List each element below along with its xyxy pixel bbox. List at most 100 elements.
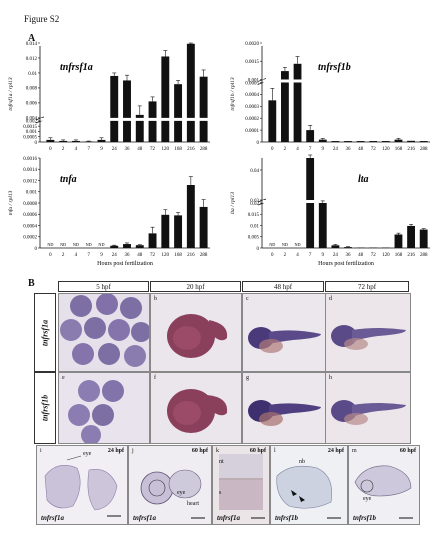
section-gene-i: tnfrsf1a xyxy=(41,514,64,522)
bar xyxy=(186,185,195,248)
embryo-image-48hpf-tnfrsf1a: c xyxy=(242,293,326,372)
bar-break xyxy=(135,117,145,121)
column-header-5hpf: 5 hpf xyxy=(58,281,149,292)
bar xyxy=(394,139,403,142)
x-tick-label: 72 xyxy=(371,147,377,150)
section-gene-l: tnfrsf1b xyxy=(275,514,298,522)
y-tick-label: 0.004 xyxy=(26,117,38,122)
x-tick-label: 7 xyxy=(87,147,90,150)
x-tick-label: 7 xyxy=(309,253,312,258)
y-tick-label: 0.012 xyxy=(26,57,38,62)
x-tick-label: 7 xyxy=(309,147,312,150)
y-tick-label: 0.0015 xyxy=(245,60,259,65)
section-gene-m: tnfrsf1b xyxy=(353,514,376,522)
y-tick-label: 0.01 xyxy=(28,72,37,77)
x-tick-label: 72 xyxy=(150,147,156,150)
chart-title: tnfa xyxy=(60,174,77,185)
tile-letter-h: h xyxy=(329,375,332,381)
y-axis-label: tnfrsf1a / rpl13 xyxy=(7,77,14,111)
x-axis-label: Hours post fertilization xyxy=(318,260,374,267)
bar xyxy=(46,139,55,142)
section-label-eye-i: eye xyxy=(83,451,92,457)
bar xyxy=(199,76,208,142)
bar xyxy=(381,141,390,142)
x-tick-label: 72 xyxy=(371,253,377,258)
y-tick-label: 0.0006 xyxy=(23,213,37,218)
y-tick-label: 0.0004 xyxy=(245,93,259,98)
x-tick-label: 0 xyxy=(271,253,274,258)
x-tick-label: 0 xyxy=(271,147,274,150)
y-tick-label: 0.0020 xyxy=(245,42,259,47)
embryo-image-20hpf-tnfrsf1a: b xyxy=(150,293,242,372)
bar xyxy=(97,139,106,142)
bar-break xyxy=(293,79,302,83)
x-tick-label: 48 xyxy=(137,253,143,258)
column-header-48hpf: 48 hpf xyxy=(242,281,324,292)
x-tick-label: 120 xyxy=(162,147,170,150)
panel-b-letter: B xyxy=(28,278,35,289)
bar xyxy=(174,215,183,248)
x-tick-label: 216 xyxy=(407,253,415,258)
x-tick-label: 120 xyxy=(382,147,390,150)
bar xyxy=(135,245,144,248)
y-tick-label: 0.006 xyxy=(26,102,38,107)
section-letter-j: j xyxy=(132,448,134,454)
bar xyxy=(174,84,183,142)
bar xyxy=(59,140,68,142)
x-tick-label: 4 xyxy=(75,253,78,258)
tile-letter-d: d xyxy=(329,296,332,302)
y-tick-label: 0 xyxy=(35,141,38,146)
y-tick-label: 0.001 xyxy=(248,78,260,83)
x-tick-label: 168 xyxy=(395,253,403,258)
y-tick-label: 0.0004 xyxy=(23,224,37,229)
y-tick-label: 0.0012 xyxy=(23,179,37,184)
section-stage-i: 24 hpf xyxy=(107,448,124,454)
bar xyxy=(331,141,340,142)
x-tick-label: 216 xyxy=(187,147,195,150)
section-stage-k: 60 hpf xyxy=(249,448,266,454)
x-tick-label: 4 xyxy=(296,253,299,258)
x-tick-label: 216 xyxy=(187,253,195,258)
bar xyxy=(356,141,365,142)
x-tick-label: 2 xyxy=(284,253,287,258)
x-tick-label: 120 xyxy=(382,253,390,258)
x-tick-label: 36 xyxy=(346,147,352,150)
embryo-image-72hpf-tnfrsf1b: h xyxy=(325,372,411,444)
figure-title: Figure S2 xyxy=(24,14,60,24)
bar xyxy=(407,225,415,248)
chart-lta: 0 0.005 0.01 0.015 0.020.03 0.04 lta / rpl13 lt… xyxy=(230,154,431,267)
embryo-image-5hpf-tnfrsf1b: e xyxy=(58,372,150,444)
x-tick-label: 48 xyxy=(358,147,364,150)
section-letter-k: k xyxy=(216,448,219,454)
x-tick-label: 72 xyxy=(150,253,156,258)
section-label-nb-l: nb xyxy=(299,459,305,465)
embryo-image-72hpf-tnfrsf1a: d xyxy=(325,293,411,372)
x-tick-label: 24 xyxy=(112,253,118,258)
bar xyxy=(318,203,327,248)
bar-break xyxy=(280,79,290,83)
section-gene-j: tnfrsf1a xyxy=(133,514,156,522)
nd-label: ND xyxy=(295,242,301,247)
bar xyxy=(407,140,415,142)
x-tick-label: 9 xyxy=(100,147,103,150)
x-tick-label: 216 xyxy=(407,147,415,150)
bar xyxy=(344,141,352,142)
y-tick-label: 0.0014 xyxy=(23,168,37,173)
nd-label: ND xyxy=(47,242,53,247)
x-tick-label: 9 xyxy=(100,253,103,258)
section-label-eye-j: eye xyxy=(177,490,186,496)
y-tick-label: 0.002 xyxy=(26,120,38,125)
x-tick-label: 0 xyxy=(49,253,52,258)
y-tick-label: 0.0016 xyxy=(23,157,37,162)
chart-title: tnfrsf1a xyxy=(60,62,93,73)
x-tick-label: 168 xyxy=(174,147,182,150)
bar xyxy=(71,140,80,142)
bar xyxy=(186,43,195,143)
x-tick-label: 48 xyxy=(358,253,364,258)
y-tick-label: 0.015 xyxy=(248,213,260,218)
section-image-m: m eye 60 hpf tnfrsf1b xyxy=(348,445,420,525)
bar xyxy=(110,75,119,142)
y-tick-label: 0 xyxy=(35,247,38,252)
section-stage-l: 24 hpf xyxy=(327,448,344,454)
